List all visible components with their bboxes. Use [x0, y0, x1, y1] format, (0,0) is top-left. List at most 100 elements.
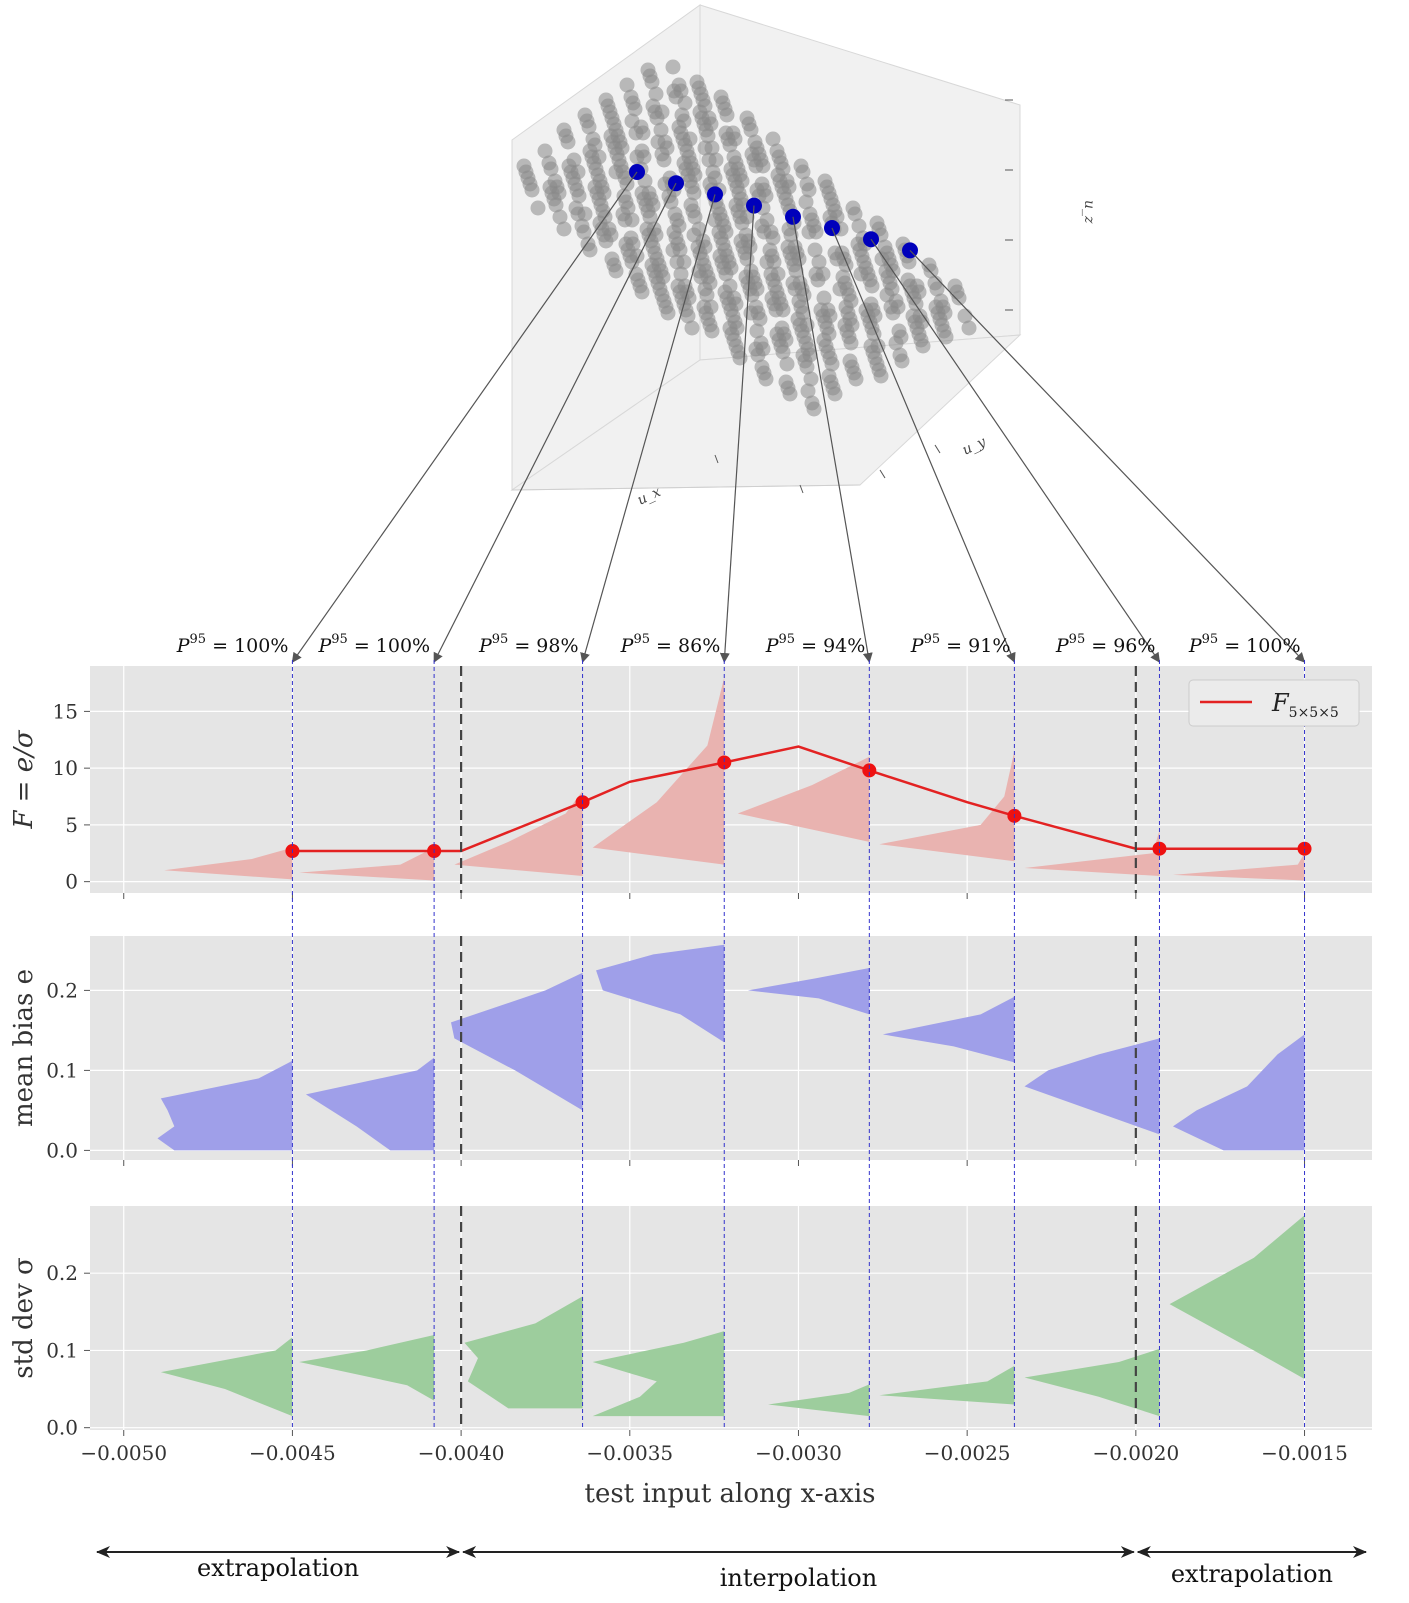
cube-point: [704, 300, 719, 315]
y-axis-label: mean bias e: [9, 969, 39, 1127]
cube-point: [678, 96, 693, 111]
cube-point: [557, 222, 572, 237]
x-tick-label: −0.0015: [1261, 1441, 1348, 1465]
cube-point: [766, 231, 781, 246]
cube-point: [572, 189, 587, 204]
panel-mean-bias: 0.0 0.1 0.2 mean bias e: [9, 936, 1372, 1166]
p95-label: P95 = 91%: [910, 632, 1011, 657]
cube-point: [952, 291, 967, 306]
cube-axis-label-uz: u_z: [1081, 200, 1097, 224]
cube-point: [609, 264, 624, 279]
cube-point: [916, 339, 931, 354]
x-axis-label: test input along x-axis: [585, 1479, 876, 1509]
p95-label: P95 = 100%: [176, 632, 289, 657]
x-tick-label: −0.0050: [80, 1441, 167, 1465]
y-tick-label: 0.2: [46, 978, 78, 1002]
cube-point: [802, 183, 817, 198]
y-tick-label: 10: [53, 756, 78, 780]
cube-point: [724, 261, 739, 276]
cube-point: [666, 60, 681, 75]
cube-point: [628, 102, 643, 117]
cube-point: [809, 225, 824, 240]
cube-point: [677, 114, 692, 129]
cube-point: [771, 267, 786, 282]
cube-point: [895, 354, 910, 369]
cube-point: [868, 309, 883, 324]
cube-point: [704, 117, 719, 132]
cube-point: [891, 300, 906, 315]
cube-point: [797, 288, 812, 303]
cube-point: [656, 270, 671, 285]
x-tick-label: −0.0040: [418, 1441, 505, 1465]
region-arrows: extrapolation interpolation extrapolation: [97, 1552, 1366, 1592]
cube-point: [756, 342, 771, 357]
cube-point: [825, 357, 840, 372]
cube-point: [709, 153, 724, 168]
x-tick-label: −0.0030: [755, 1441, 842, 1465]
y-tick-label: 0: [65, 870, 78, 894]
cube-point: [733, 351, 748, 366]
x-tick-label: −0.0020: [1092, 1441, 1179, 1465]
cube-point: [759, 189, 774, 204]
cube-point: [753, 312, 768, 327]
y-tick-label: 15: [53, 699, 78, 723]
cube-point: [719, 225, 734, 240]
cube-point: [865, 279, 880, 294]
cube-point: [525, 183, 540, 198]
p95-label: P95 = 100%: [1188, 632, 1301, 657]
cube-point: [750, 282, 765, 297]
p95-label: P95 = 98%: [478, 632, 579, 657]
region-label: extrapolation: [197, 1554, 359, 1582]
cube-point: [688, 168, 703, 183]
cube-point: [782, 180, 797, 195]
cube-point: [685, 321, 700, 336]
y-tick-label: 0.0: [46, 1416, 78, 1440]
cube-point: [816, 267, 831, 282]
cube-point: [912, 285, 927, 300]
cube-point: [807, 402, 822, 417]
cube-point: [839, 258, 854, 273]
cube-point: [828, 387, 843, 402]
x-tick-label: −0.0025: [924, 1441, 1011, 1465]
cube-point: [703, 276, 718, 291]
region-label: extrapolation: [1171, 1560, 1333, 1588]
cube-point: [687, 186, 702, 201]
cube-point: [561, 135, 576, 150]
y-tick-label: 0.0: [46, 1138, 78, 1162]
cube-point: [649, 228, 664, 243]
y-tick-label: 0.1: [46, 1058, 78, 1082]
p95-label: P95 = 100%: [317, 632, 430, 657]
cube-point: [646, 198, 661, 213]
x-tick-label: −0.0035: [586, 1441, 673, 1465]
y-tick-label: 0.1: [46, 1338, 78, 1362]
legend: F5×5×5: [1189, 680, 1359, 726]
cube-point: [655, 105, 670, 120]
cube-point: [705, 324, 720, 339]
cube-point: [730, 321, 745, 336]
cube-point: [660, 141, 675, 156]
cube-point: [874, 369, 889, 384]
cube-point: [783, 387, 798, 402]
cube-point: [845, 318, 860, 333]
cube-point: [823, 309, 838, 324]
cube-point: [635, 285, 650, 300]
cube-point: [583, 243, 598, 258]
y-axis-label: F = e/σ: [9, 729, 39, 830]
y-axis-label: std dev σ: [9, 1257, 39, 1378]
cube-point: [759, 372, 774, 387]
cube-point: [661, 306, 676, 321]
panel-ratio: 051015F = e/σ: [9, 666, 1372, 899]
cube-point: [597, 186, 612, 201]
cube-point: [804, 372, 819, 387]
cube-point: [604, 228, 619, 243]
figure: u_x u_y u_z P95 = 100% P95 = 100% P95 = 98…: [0, 0, 1409, 1603]
cube-point: [894, 330, 909, 345]
cube-point: [552, 186, 567, 201]
p95-label: P95 = 86%: [620, 632, 721, 657]
cube-point: [649, 87, 664, 102]
cube-point: [779, 333, 794, 348]
x-tick-label: −0.0045: [249, 1441, 336, 1465]
cube-point: [849, 372, 864, 387]
region-label: interpolation: [720, 1564, 877, 1592]
y-tick-label: 0.2: [46, 1261, 78, 1285]
